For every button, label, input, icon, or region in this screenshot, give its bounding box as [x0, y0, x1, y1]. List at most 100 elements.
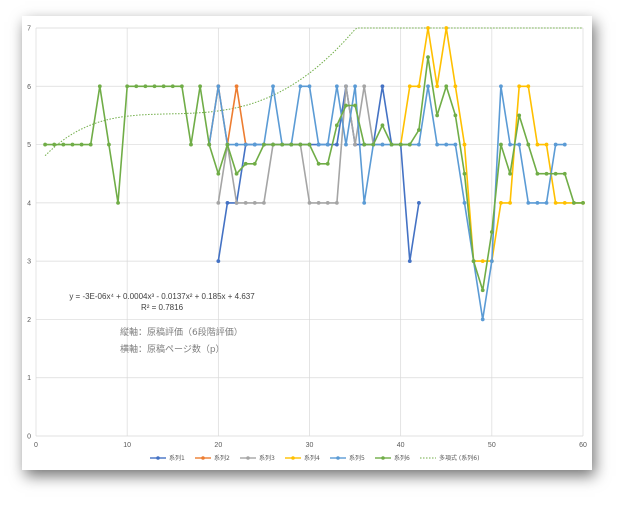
data-point — [489, 259, 494, 264]
legend-marker — [336, 456, 340, 460]
data-point — [389, 142, 394, 147]
data-point — [544, 200, 549, 205]
data-point — [344, 142, 348, 147]
data-point — [499, 84, 503, 89]
data-point — [189, 142, 193, 147]
data-point — [216, 84, 221, 89]
data-point — [362, 84, 367, 89]
data-point — [453, 113, 458, 118]
data-point — [480, 317, 485, 322]
data-point — [334, 84, 339, 89]
legend-item-series-6: 系列6 — [375, 454, 410, 462]
series-1 — [216, 84, 421, 264]
data-point — [161, 84, 166, 89]
series-2-line — [208, 85, 247, 146]
y-tick-label: 1 — [27, 375, 31, 382]
data-point — [417, 200, 421, 205]
data-point — [70, 142, 75, 147]
data-point — [562, 142, 567, 147]
data-point — [252, 161, 257, 166]
data-point — [298, 84, 303, 89]
data-point — [334, 123, 339, 128]
legend-item-series-1: 系列1 — [150, 454, 185, 462]
data-point — [289, 142, 294, 147]
data-point — [426, 84, 430, 89]
data-point — [325, 200, 330, 205]
data-point — [43, 142, 48, 147]
data-point — [517, 113, 522, 118]
x-tick-label: 30 — [306, 442, 314, 449]
data-point — [52, 142, 57, 147]
data-point — [225, 200, 230, 205]
data-point — [97, 84, 102, 89]
data-point — [298, 142, 303, 147]
data-point — [444, 84, 449, 89]
legend-marker — [291, 456, 295, 460]
data-point — [234, 142, 239, 147]
data-point — [198, 84, 203, 89]
data-point — [271, 84, 275, 89]
data-point — [252, 200, 257, 205]
legend-label: 系列2 — [214, 454, 230, 462]
data-point — [407, 142, 412, 147]
data-point — [125, 84, 130, 89]
data-point — [61, 142, 66, 147]
x-tick-label: 60 — [579, 442, 587, 449]
data-point — [216, 171, 221, 176]
line-chart: 0 1 2 3 4 5 6 7 0 10 20 30 40 50 60 y = -3E-06x⁴ + 0.… — [27, 26, 587, 463]
legend-marker — [156, 456, 160, 460]
data-point — [535, 200, 540, 205]
data-point — [225, 142, 230, 147]
data-point — [435, 142, 440, 147]
data-point — [462, 171, 467, 176]
data-point — [207, 142, 212, 147]
data-point — [316, 161, 321, 166]
x-tick-label: 40 — [397, 442, 405, 449]
data-point — [252, 142, 257, 147]
x-tick-label: 20 — [214, 442, 222, 449]
data-point — [344, 84, 348, 89]
data-point — [453, 142, 458, 147]
data-point — [380, 84, 385, 89]
y-tick-label: 5 — [27, 142, 31, 149]
data-point — [562, 171, 567, 176]
data-point — [334, 142, 339, 147]
data-point — [243, 142, 248, 147]
data-point — [234, 200, 239, 205]
series-5-line — [208, 85, 565, 321]
data-point — [107, 142, 111, 147]
data-point — [307, 142, 312, 147]
y-tick-label: 7 — [27, 26, 31, 33]
data-point — [553, 200, 558, 205]
data-point — [216, 259, 221, 264]
x-tick-label: 10 — [123, 442, 131, 449]
x-axis-annotation: 横軸：原稿ページ数（p） — [120, 343, 225, 355]
y-tick-label: 2 — [27, 317, 31, 324]
data-point — [88, 142, 93, 147]
data-point — [471, 259, 476, 264]
data-point — [170, 84, 175, 89]
data-point — [517, 142, 522, 147]
chart-card: 0 1 2 3 4 5 6 7 0 10 20 30 40 50 60 y = -3E-06x⁴ + 0.… — [22, 16, 592, 470]
y-tick-label: 0 — [27, 434, 31, 441]
data-point — [234, 171, 239, 176]
data-point — [134, 84, 139, 89]
legend-item-trendline: 多項式 (系列6) — [420, 454, 479, 462]
data-point — [426, 55, 430, 60]
data-point — [243, 200, 248, 205]
data-point — [280, 142, 285, 147]
data-point — [553, 171, 558, 176]
data-point — [371, 142, 376, 147]
y-tick-label: 4 — [27, 200, 31, 207]
legend-label: 系列6 — [394, 454, 410, 462]
data-point — [353, 142, 357, 147]
data-point — [262, 200, 266, 205]
data-point — [462, 142, 467, 147]
data-point — [362, 142, 367, 147]
y-tick-label: 3 — [27, 259, 31, 266]
data-point — [316, 200, 321, 205]
legend-marker — [381, 456, 385, 460]
legend-label: 多項式 (系列6) — [439, 454, 479, 462]
data-point — [444, 142, 449, 147]
data-point — [179, 84, 184, 89]
